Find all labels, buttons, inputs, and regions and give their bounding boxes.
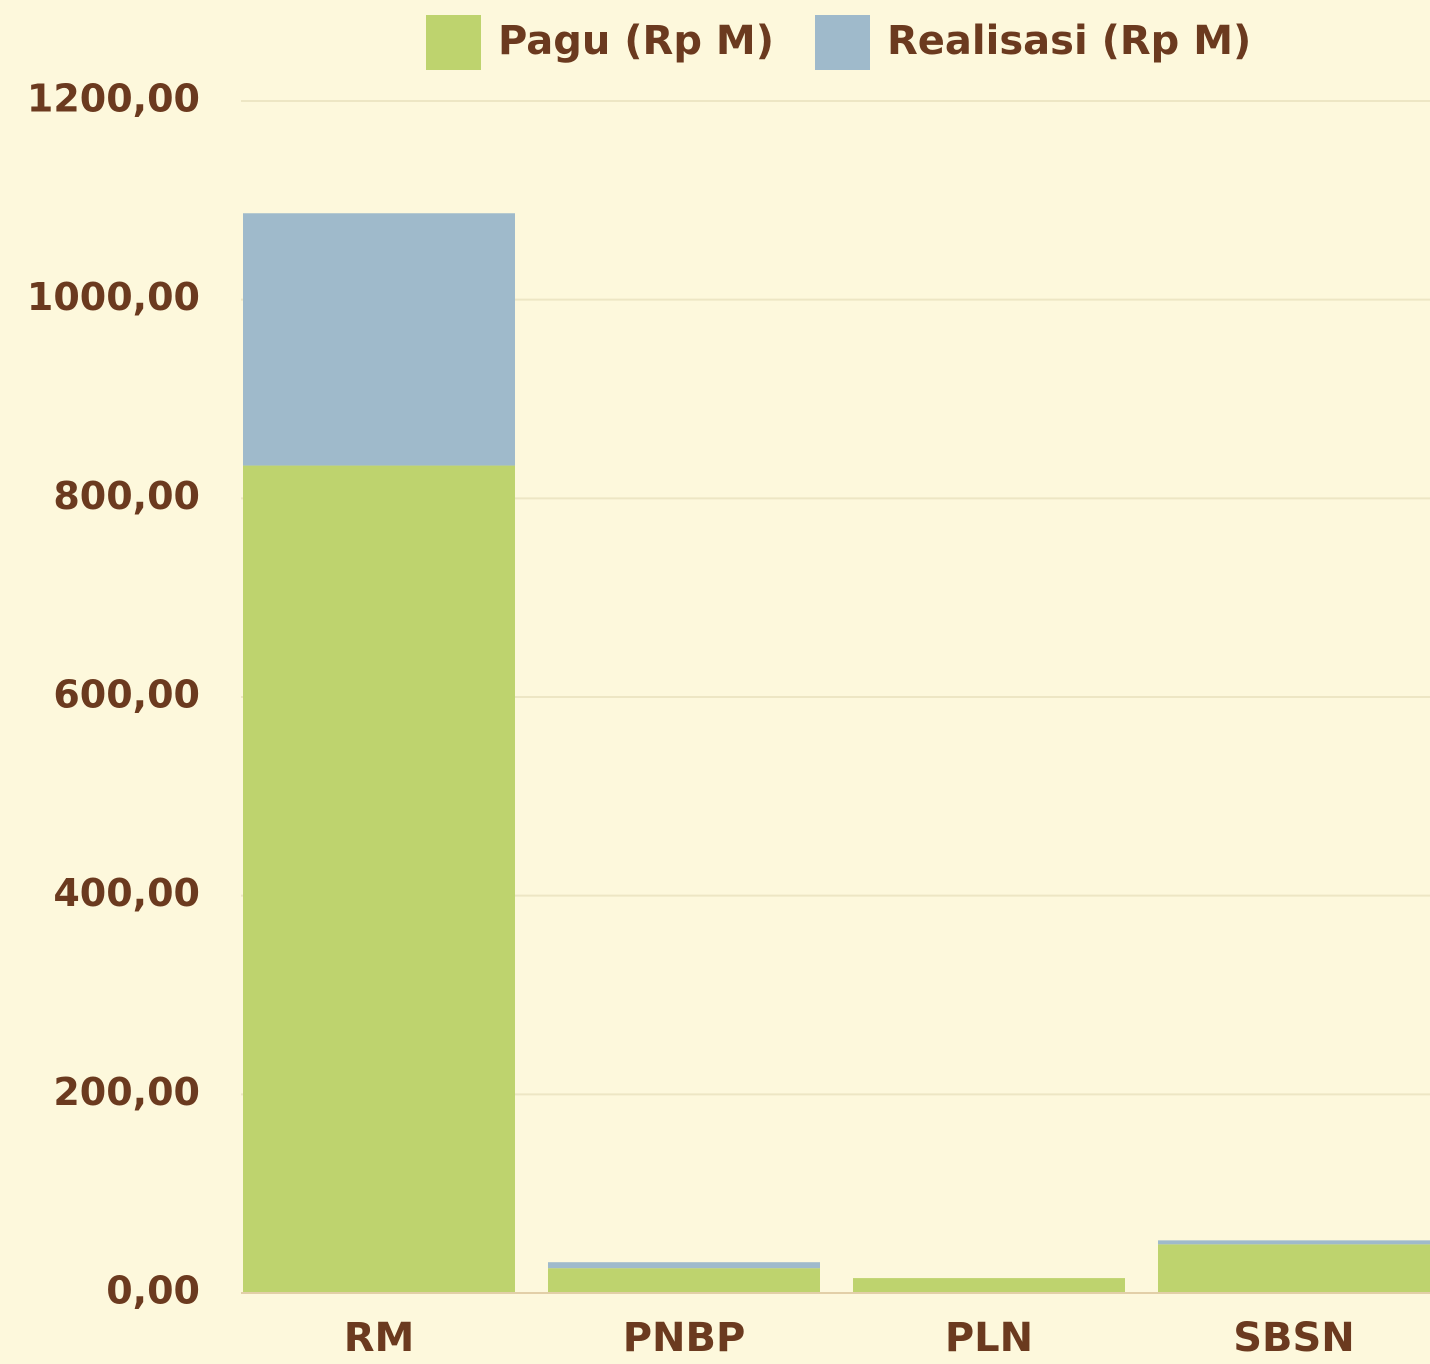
y-tick-label: 400,00 — [53, 871, 200, 915]
x-tick-label: PLN — [945, 1315, 1033, 1361]
bar-segment — [548, 1268, 820, 1293]
bar-segment — [1158, 1244, 1430, 1293]
x-tick-label: PNBP — [623, 1315, 746, 1361]
y-tick-label: 0,00 — [106, 1269, 200, 1313]
y-tick-label: 1000,00 — [27, 275, 200, 319]
legend-label: Pagu (Rp M) — [498, 18, 774, 64]
y-tick-label: 1200,00 — [27, 77, 200, 121]
bar-segment — [853, 1278, 1125, 1293]
chart: 0,00 200,00 400,00 600,00 800,00 1000,00 1200,… — [0, 0, 1430, 1364]
bar-segment — [243, 466, 515, 1293]
legend-swatch — [426, 15, 481, 70]
bar-segment — [243, 213, 515, 465]
y-tick-label: 200,00 — [53, 1070, 200, 1114]
y-tick-label: 800,00 — [53, 474, 200, 518]
x-tick-label: RM — [344, 1315, 415, 1361]
bar-segment — [548, 1262, 820, 1268]
page: {"chart_data": {"type": "stacked_bar", "… — [0, 0, 1430, 1364]
bar-segment — [1158, 1240, 1430, 1244]
legend-swatch — [815, 15, 870, 70]
legend-label: Realisasi (Rp M) — [887, 18, 1251, 64]
y-tick-label: 600,00 — [53, 673, 200, 717]
x-tick-label: SBSN — [1233, 1315, 1355, 1361]
